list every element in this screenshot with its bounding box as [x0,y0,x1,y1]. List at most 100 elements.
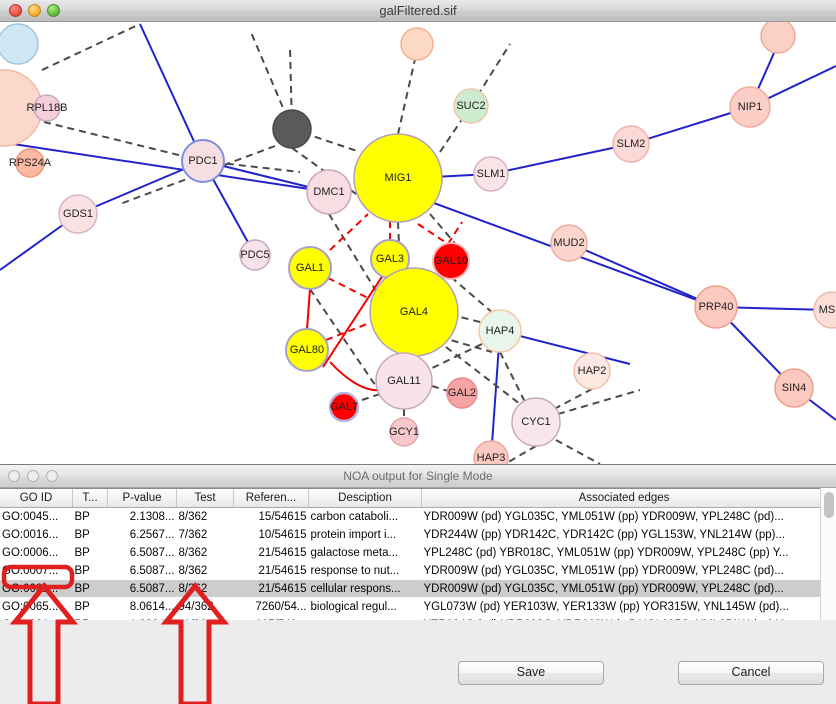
network-nodes[interactable]: RPL18B RPS24A GDS1 PDC1 PDC5 DMC1 SUC2 M… [0,22,836,464]
node-circle[interactable] [774,368,814,408]
edge-pd [397,45,419,135]
edge-pd [555,388,593,409]
node-label: GDS1 [63,208,93,220]
network-graph[interactable]: RPL18B RPS24A GDS1 PDC1 PDC5 DMC1 SUC2 M… [0,22,836,464]
cell-test: 8/362 [176,561,234,580]
table-row[interactable]: GO:0031... BP 1.3324... 11/362 105/546..… [0,615,826,620]
node-label: SIN4 [782,382,806,394]
table-row-selected[interactable]: GO:0031... BP 6.5087... 8/362 21/54615 c… [0,579,826,598]
node-label: CYC1 [521,416,550,428]
node-circle[interactable] [729,86,771,128]
cell-go-id: GO:0006... [0,543,73,562]
table-row[interactable]: GO:0045... BP 2.1308... 8/362 15/54615 c… [0,507,826,526]
cell-p-value: 1.3324... [107,615,177,620]
table-vertical-scrollbar[interactable] [820,488,836,620]
maximize-button[interactable] [47,4,60,17]
node-label: MUD2 [553,237,584,249]
cell-description: galactose meta... [308,543,422,562]
cell-go-id: GO:0031... [0,615,73,620]
table-row[interactable]: GO:0007... BP 6.5087... 8/362 21/54615 r… [0,561,826,580]
edge-pd [439,336,493,353]
column-header-description[interactable]: Desciption [308,489,422,508]
node-circle[interactable] [389,417,419,447]
table-row[interactable]: GO:0065... BP 8.0614... 94/362 7260/54..… [0,597,826,616]
network-canvas[interactable]: RPL18B RPS24A GDS1 PDC1 PDC5 DMC1 SUC2 M… [0,22,836,464]
scrollbar-thumb[interactable] [824,492,834,518]
node-circle[interactable] [306,169,352,215]
cell-type: BP [72,615,108,620]
table-row[interactable]: GO:0006... BP 6.5087... 8/362 21/54615 g… [0,543,826,562]
results-table-container[interactable]: GO ID T... P-value Test Referen... Desci… [0,488,836,620]
cell-associated-edges: YDR009W (pd) YGL035C, YML051W (pp) YDR00… [421,561,826,580]
edge-pp [630,106,751,145]
node-circle[interactable] [285,328,329,372]
node-label: HAP3 [477,452,506,464]
cell-type: BP [72,543,108,562]
cell-description: response to nut... [308,561,422,580]
node-label: RPL18B [27,102,68,114]
cell-type: BP [72,597,108,616]
node-label: GAL7 [330,401,358,413]
node-circle[interactable] [353,133,443,223]
cancel-button[interactable]: Cancel [678,661,824,685]
edge-pd [423,343,483,373]
save-button[interactable]: Save [458,661,604,685]
column-header-type[interactable]: T... [72,489,108,508]
cell-type: BP [72,525,108,544]
cell-associated-edges: YDR009W (pd) YGL035C, YML051W (pp) YDR00… [421,579,826,598]
node-circle[interactable] [272,109,312,149]
node-circle[interactable] [33,94,61,122]
node-circle[interactable] [446,377,478,409]
node-circle[interactable] [288,246,332,290]
cell-test: 8/362 [176,507,234,526]
node-circle[interactable] [58,194,98,234]
cell-associated-edges: YGL073W (pd) YER103W, YER133W (pp) YOR31… [421,597,826,616]
dialog-minimize-button[interactable] [27,470,39,482]
dialog-button-bar: Save Cancel [0,647,836,704]
cell-test: 8/362 [176,543,234,562]
node-circle[interactable] [511,397,561,447]
node-circle[interactable] [15,148,45,178]
node-circle[interactable] [550,224,588,262]
node-circle[interactable] [760,22,796,54]
node-circle[interactable] [181,139,225,183]
noa-output-dialog: NOA output for Single Mode GO ID T... P-… [0,464,836,704]
node-circle[interactable] [612,125,650,163]
cell-reference: 10/54615 [233,525,309,544]
node-circle[interactable] [573,352,611,390]
node-label: RPS24A [9,157,52,169]
dialog-maximize-button[interactable] [46,470,58,482]
table-row[interactable]: GO:0016... BP 6.2567... 7/362 10/54615 p… [0,525,826,544]
node-circle[interactable] [813,291,836,329]
dialog-title-bar: NOA output for Single Mode [0,465,836,488]
column-header-reference[interactable]: Referen... [233,489,309,508]
window-title: galFiltered.sif [379,3,457,18]
column-header-go-id[interactable]: GO ID [0,489,73,508]
cell-p-value: 6.5087... [107,561,177,580]
column-header-test[interactable]: Test [176,489,234,508]
edge-pd [355,393,381,403]
cell-associated-edges: YDR009W (pd) YGL035C, YML051W (pp) YDR00… [421,507,826,526]
node-circle[interactable] [432,242,470,280]
node-circle[interactable] [473,440,509,464]
node-label: NIP1 [738,101,762,113]
node-circle[interactable] [694,285,738,329]
node-circle[interactable] [453,88,489,124]
close-button[interactable] [9,4,22,17]
node-label: GAL2 [448,387,476,399]
cell-description: response to nut... [308,615,422,620]
results-table[interactable]: GO ID T... P-value Test Referen... Desci… [0,489,826,620]
node-circle[interactable] [375,352,433,410]
dialog-close-button[interactable] [8,470,20,482]
column-header-associated-edges[interactable]: Associated edges [421,489,826,508]
node-circle[interactable] [328,391,360,423]
node-circle[interactable] [400,27,434,61]
edge-pd [429,213,459,248]
node-circle[interactable] [473,156,509,192]
node-circle[interactable] [478,309,522,353]
column-header-p-value[interactable]: P-value [107,489,177,508]
node-circle[interactable] [0,23,39,65]
cell-p-value: 2.1308... [107,507,177,526]
node-circle[interactable] [239,239,271,271]
minimize-button[interactable] [28,4,41,17]
